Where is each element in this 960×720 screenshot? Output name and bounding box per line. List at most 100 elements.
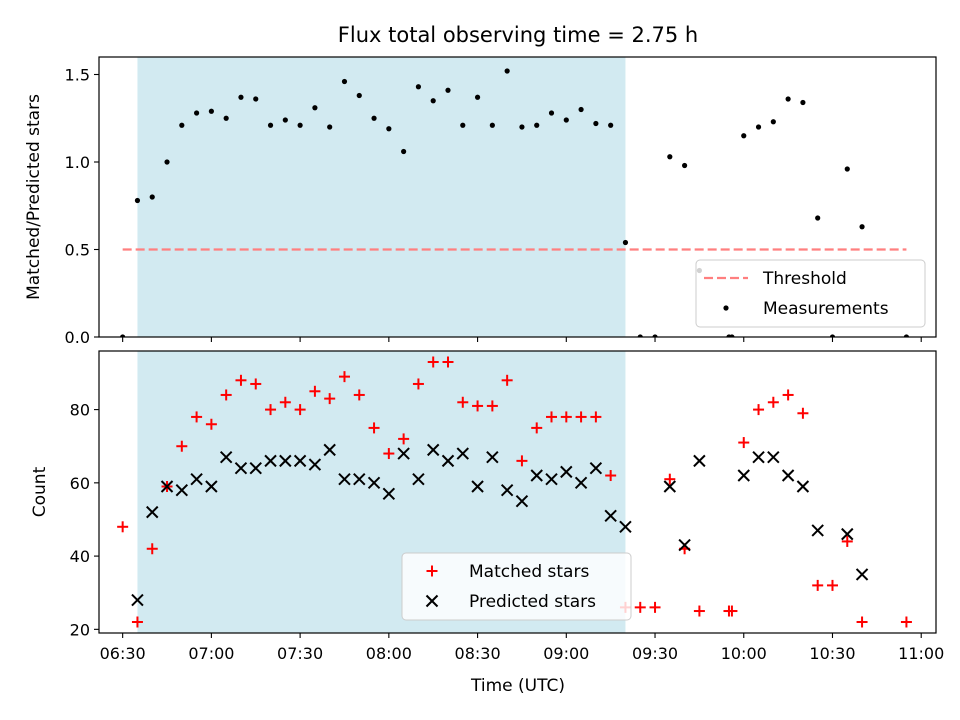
data-point-0-42 bbox=[741, 133, 747, 139]
data-point-1-27 bbox=[530, 469, 543, 482]
data-point-0-37 bbox=[667, 154, 673, 160]
y-tick-label-0: 0.0 bbox=[65, 328, 90, 347]
data-point-0-12 bbox=[294, 404, 306, 416]
data-point-0-51 bbox=[903, 334, 910, 337]
series-measurements bbox=[120, 68, 910, 337]
data-point-1-18 bbox=[397, 447, 410, 460]
data-point-0-22 bbox=[445, 87, 451, 93]
data-point-0-12 bbox=[297, 122, 303, 128]
data-point-1-16-b bbox=[367, 476, 381, 490]
plot-area bbox=[120, 68, 910, 337]
data-point-1-44 bbox=[855, 568, 869, 581]
data-point-1-44-b bbox=[855, 568, 869, 581]
data-point-1-43 bbox=[841, 527, 854, 541]
data-point-0-33 bbox=[605, 470, 617, 482]
data-point-1-1 bbox=[146, 505, 159, 519]
data-point-0-3 bbox=[164, 159, 170, 165]
data-point-0-24 bbox=[472, 400, 484, 412]
data-point-1-11-b bbox=[293, 454, 307, 468]
data-point-0-21 bbox=[427, 356, 439, 368]
data-point-1-24 bbox=[486, 451, 499, 464]
data-point-0-23 bbox=[457, 396, 469, 408]
data-point-0-36 bbox=[649, 601, 661, 613]
data-point-1-14 bbox=[338, 472, 351, 486]
data-point-1-6-b bbox=[219, 451, 233, 464]
data-point-0-22 bbox=[442, 356, 454, 368]
series-predicted-stars bbox=[131, 443, 869, 607]
data-point-1-18-b bbox=[397, 447, 410, 460]
data-point-0-14 bbox=[327, 124, 333, 130]
data-point-1-10 bbox=[279, 454, 292, 468]
legend-swatch-1-b bbox=[425, 594, 439, 608]
data-point-0-4 bbox=[179, 122, 185, 128]
data-point-1-19-b bbox=[412, 472, 425, 486]
x-tick-label-1: 07:00 bbox=[188, 644, 234, 663]
x-tick-label-2: 07:30 bbox=[277, 644, 323, 663]
data-point-0-23 bbox=[460, 122, 466, 128]
data-point-1-7-b bbox=[234, 461, 248, 475]
data-point-1-8-b bbox=[249, 461, 262, 475]
data-point-0-7 bbox=[223, 115, 229, 121]
data-point-1-20 bbox=[427, 443, 440, 457]
data-point-1-17-b bbox=[382, 487, 396, 501]
data-point-0-20 bbox=[415, 84, 422, 90]
data-point-1-7 bbox=[234, 461, 248, 475]
data-point-0-33 bbox=[608, 122, 614, 128]
data-point-0-8 bbox=[235, 374, 247, 386]
y-axis-label: Matched/Predicted stars bbox=[24, 94, 44, 300]
y-tick-label-1: 0.5 bbox=[65, 241, 90, 260]
legend-box bbox=[695, 259, 926, 328]
data-point-1-33-b bbox=[619, 520, 632, 533]
data-point-0-45 bbox=[785, 96, 791, 102]
data-point-1-16 bbox=[367, 476, 381, 490]
data-point-1-9 bbox=[264, 454, 277, 468]
data-point-0-28 bbox=[534, 122, 540, 128]
data-point-1-11 bbox=[293, 454, 307, 468]
data-point-1-34 bbox=[663, 480, 677, 493]
data-point-0-49 bbox=[844, 166, 850, 172]
data-point-1-15-b bbox=[353, 472, 366, 486]
data-point-0-15 bbox=[341, 78, 348, 85]
ratio-panel: 0.0 0.5 1.0 1.5 Matched/Predicted stars Thres… bbox=[24, 56, 937, 347]
data-point-0-44 bbox=[767, 396, 779, 408]
data-point-0-44 bbox=[770, 119, 776, 125]
data-point-0-50 bbox=[856, 616, 868, 628]
x-axis-label: Time (UTC) bbox=[470, 676, 565, 696]
data-point-0-29 bbox=[546, 411, 558, 423]
data-point-0-16 bbox=[353, 389, 365, 401]
data-point-0-26 bbox=[504, 68, 510, 74]
data-point-1-36 bbox=[693, 454, 706, 468]
data-point-0-0 bbox=[120, 334, 126, 337]
data-point-1-20-b bbox=[427, 443, 440, 457]
data-point-0-8 bbox=[238, 94, 244, 100]
data-point-0-2 bbox=[146, 543, 158, 555]
data-point-1-3-b bbox=[175, 483, 189, 497]
legend-swatch-1 bbox=[723, 305, 729, 311]
x-tick-label-8: 10:30 bbox=[809, 644, 855, 663]
data-point-1-38-b bbox=[752, 451, 765, 464]
data-point-1-28-b bbox=[545, 472, 558, 486]
data-point-0-10 bbox=[267, 122, 274, 128]
data-point-0-15 bbox=[338, 371, 350, 383]
y-axis-label: Count bbox=[30, 466, 50, 517]
data-point-1-40 bbox=[781, 469, 795, 482]
data-point-1-24-b bbox=[486, 451, 499, 464]
data-point-1-22 bbox=[456, 447, 469, 460]
data-point-0-38 bbox=[682, 162, 688, 169]
data-point-1-30 bbox=[574, 476, 588, 490]
data-point-0-27 bbox=[516, 455, 528, 467]
data-point-1-23-b bbox=[471, 480, 484, 493]
data-point-0-37 bbox=[664, 473, 676, 485]
data-point-1-43-b bbox=[841, 527, 854, 541]
y-tick-label-1: 40 bbox=[70, 547, 90, 566]
data-point-1-14-b bbox=[338, 472, 351, 486]
data-point-0-6 bbox=[208, 108, 214, 114]
data-point-1-5 bbox=[205, 480, 218, 493]
data-point-1-12-b bbox=[308, 458, 322, 471]
data-point-0-5 bbox=[191, 411, 203, 423]
data-point-1-13-b bbox=[323, 443, 336, 457]
data-point-0-32 bbox=[593, 120, 599, 127]
data-point-0-30 bbox=[563, 117, 569, 123]
data-point-1-6 bbox=[219, 451, 233, 464]
data-point-1-25-b bbox=[500, 483, 514, 497]
